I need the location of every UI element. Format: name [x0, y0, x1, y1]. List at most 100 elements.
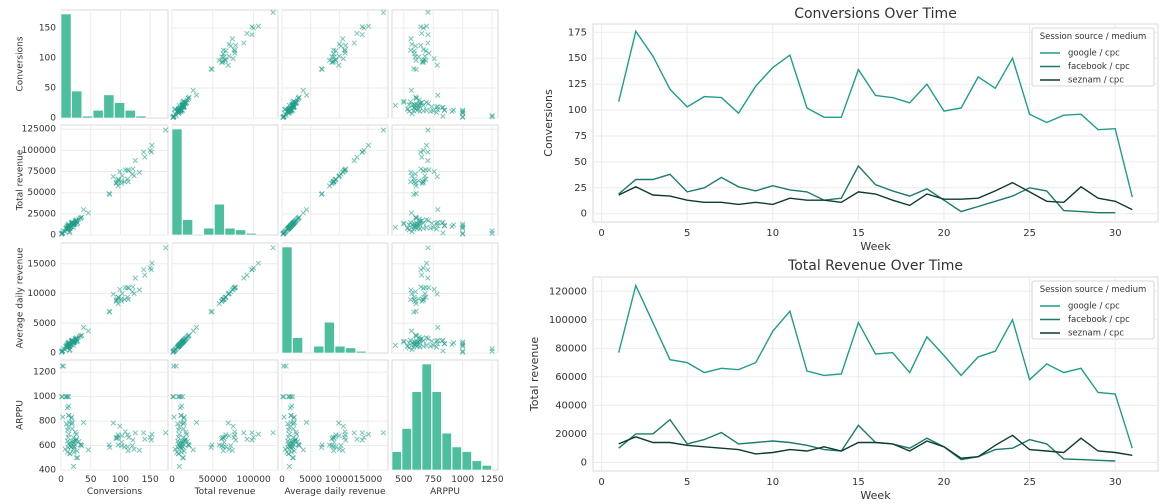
scatter-point: [193, 419, 200, 426]
scatter-point: [180, 455, 187, 461]
scatter-point: [115, 183, 121, 189]
scatter-point: [441, 107, 448, 113]
pairplot-cell-1-1: [171, 124, 279, 236]
scatter-point: [244, 30, 250, 37]
scatter-point: [290, 455, 297, 461]
histogram-bar: [461, 451, 472, 471]
series-line-2: [618, 181, 1133, 211]
pairplot-grid: 050100150Conversions02500050000750001000…: [16, 9, 504, 497]
scatter-point: [417, 344, 423, 350]
scatter-point: [423, 57, 429, 64]
x-axis-title: Week: [860, 489, 891, 502]
scatter-point: [401, 339, 407, 345]
scatter-point: [408, 210, 415, 216]
scatter-point: [232, 432, 238, 438]
scatter-point: [354, 436, 360, 442]
cell-frame: [281, 242, 389, 354]
scatter-point: [70, 434, 77, 441]
scatter-point: [408, 87, 415, 94]
cell-frame: [391, 9, 499, 119]
scatter-point: [281, 394, 287, 400]
legend-label: google / cpc: [1068, 302, 1120, 312]
scatter-point: [71, 449, 77, 455]
histogram-bar: [114, 102, 125, 119]
scatter-point: [489, 114, 495, 120]
y-tick-label: 400: [39, 466, 56, 476]
x-tick-label: 0: [598, 477, 604, 488]
scatter-point: [184, 97, 191, 103]
scatter-point: [423, 167, 429, 173]
pairplot-cell-1-2: [280, 124, 389, 237]
scatter-point: [140, 430, 147, 436]
x-tick-label: 50000: [198, 475, 227, 485]
series-line-1: [618, 164, 1116, 214]
y-tick-label: 125000: [22, 125, 57, 135]
scatter-point: [294, 97, 301, 103]
scatter-point: [79, 332, 85, 338]
scatter-point: [230, 55, 236, 62]
histogram-bar: [441, 432, 452, 471]
pairplot-cell-3-2: [280, 359, 389, 471]
scatter-point: [409, 346, 415, 353]
scatter-point: [425, 40, 431, 46]
scatter-point: [419, 30, 425, 37]
scatter-point: [216, 442, 222, 448]
legend-label: facebook / cpc: [1068, 62, 1130, 72]
pairplot-cell-2-3: [391, 242, 499, 355]
scatter-point: [326, 57, 333, 64]
scatter-point: [124, 167, 131, 173]
scatter-point: [190, 87, 196, 94]
x-tick-label: 1250: [481, 475, 504, 485]
x-tick-label: 30: [1109, 228, 1122, 239]
scatter-point: [285, 444, 291, 451]
scatter-point: [221, 439, 227, 445]
histogram-bar: [92, 109, 104, 119]
cell-frame: [281, 359, 389, 471]
cell-frame: [391, 124, 499, 236]
scatter-point: [460, 221, 466, 227]
scatter-point: [425, 275, 431, 281]
scatter-point: [420, 25, 427, 31]
x-tick-label: 1000: [451, 475, 474, 485]
pairplot-cell-0-3: [391, 9, 499, 121]
scatter-point: [417, 100, 423, 106]
scatter-point: [423, 176, 429, 182]
cell-frame: [171, 124, 279, 236]
x-tick-label: 10000: [325, 475, 354, 485]
scatter-point: [85, 210, 91, 216]
scatter-point: [64, 449, 71, 455]
pairplot-cell-2-2: [281, 242, 389, 354]
scatter-point: [425, 127, 431, 133]
scatter-point: [107, 444, 113, 451]
scatter-point: [351, 157, 357, 164]
scatter-point: [296, 94, 302, 100]
y-tick-label: 1200: [33, 368, 56, 378]
histogram-bar: [281, 246, 293, 354]
scatter-point: [58, 231, 65, 237]
scatter-point: [425, 149, 431, 155]
scatter-point: [418, 284, 424, 290]
x-tick-label: 0: [598, 228, 604, 239]
scatter-point: [460, 349, 466, 355]
scatter-point: [417, 226, 423, 232]
scatter-point: [59, 363, 65, 369]
scatter-point: [118, 180, 125, 187]
scatter-point: [431, 168, 437, 175]
x-tick-label: 20: [938, 477, 951, 488]
scatter-point: [60, 346, 67, 352]
scatter-point: [330, 51, 337, 57]
scatter-point: [460, 343, 466, 349]
scatter-point: [286, 431, 293, 437]
scatter-point: [434, 341, 441, 347]
scatter-point: [250, 265, 257, 271]
scatter-point: [411, 191, 417, 198]
scatter-point: [175, 421, 181, 427]
scatter-point: [130, 284, 136, 290]
scatter-point: [184, 438, 191, 445]
scatter-point: [147, 265, 153, 271]
scatter-point: [425, 157, 431, 164]
scatter-point: [193, 92, 200, 98]
scatter-point: [300, 447, 306, 453]
y-tick-label: 0: [581, 209, 587, 220]
scatter-point: [293, 436, 299, 442]
